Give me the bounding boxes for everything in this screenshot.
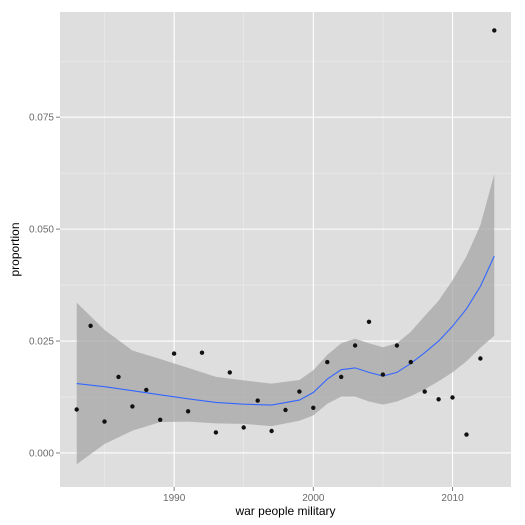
- data-point: [380, 372, 386, 377]
- x-tick-label: 2010: [441, 493, 464, 504]
- data-point: [492, 28, 497, 33]
- data-point: [241, 425, 246, 430]
- y-axis-ticks: 0.000 0.025 0.050 0.075: [29, 113, 60, 459]
- data-point: [352, 343, 358, 348]
- data-points: [74, 28, 497, 437]
- data-point: [339, 374, 344, 380]
- data-point: [394, 343, 400, 348]
- data-point: [366, 319, 372, 324]
- data-point: [116, 374, 121, 380]
- x-axis-ticks: 1990 2000 2010: [163, 487, 464, 504]
- data-point: [102, 419, 107, 424]
- data-point: [74, 407, 79, 412]
- data-point: [185, 409, 191, 414]
- data-point: [158, 417, 163, 422]
- data-point: [408, 359, 413, 365]
- data-point: [144, 387, 149, 393]
- x-tick-label: 2000: [302, 493, 325, 504]
- data-point: [88, 323, 93, 328]
- y-tick-label: 0.000: [29, 448, 54, 459]
- data-point: [269, 428, 274, 434]
- data-point: [464, 432, 469, 437]
- y-tick-label: 0.050: [29, 225, 54, 236]
- data-point: [422, 389, 427, 394]
- y-tick-label: 0.075: [29, 113, 54, 124]
- y-tick-label: 0.025: [29, 337, 54, 348]
- x-axis-title: war people military: [234, 504, 335, 518]
- data-point: [213, 430, 219, 435]
- data-point: [227, 370, 232, 375]
- data-point: [255, 398, 260, 403]
- data-point: [450, 395, 455, 400]
- data-point: [478, 356, 483, 361]
- data-point: [199, 350, 205, 355]
- confidence-ribbon: [76, 174, 495, 465]
- data-point: [325, 359, 330, 365]
- x-tick-label: 1990: [163, 493, 186, 504]
- data-point: [311, 405, 316, 410]
- y-axis-title: proportion: [8, 222, 22, 276]
- data-point: [130, 404, 135, 409]
- data-point: [436, 397, 441, 402]
- data-point: [171, 351, 177, 356]
- data-point: [283, 407, 288, 413]
- data-point: [297, 389, 302, 394]
- smooth-line: [76, 255, 495, 406]
